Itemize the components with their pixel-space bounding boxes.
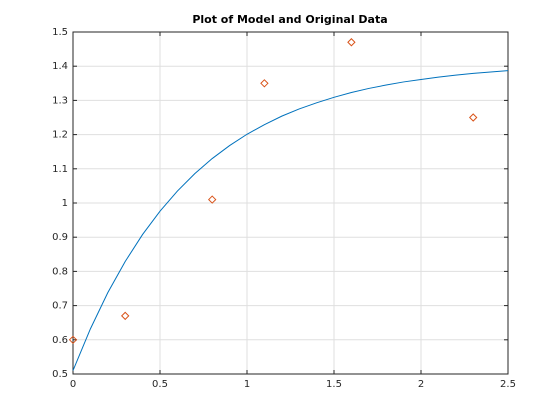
- model-line: [72, 70, 509, 371]
- x-tick-label: 1: [244, 379, 250, 390]
- x-tick-label: 0.5: [152, 379, 168, 390]
- y-tick-label: 0.5: [52, 369, 68, 380]
- data-point: [120, 311, 130, 321]
- y-tick-label: 1.3: [52, 95, 68, 106]
- data-point: [260, 79, 269, 88]
- chart-title: Plot of Model and Original Data: [192, 13, 387, 26]
- plot-frame: [72, 31, 509, 375]
- x-tick-label: 2.5: [500, 379, 516, 390]
- y-tick-label: 1: [62, 198, 68, 209]
- y-tick-label: 1.4: [52, 61, 68, 72]
- y-tick-label: 1.1: [52, 164, 68, 175]
- x-tick-label: 1.5: [326, 379, 342, 390]
- y-tick-label: 0.7: [52, 301, 68, 312]
- y-tick-label: 0.9: [52, 232, 68, 243]
- data-point: [468, 113, 478, 122]
- y-tick-label: 0.8: [52, 266, 68, 277]
- data-point: [68, 335, 78, 345]
- data-point: [207, 195, 217, 204]
- y-tick-label: 0.6: [52, 335, 68, 346]
- x-tick-label: 0: [70, 379, 76, 390]
- data-point: [347, 38, 356, 47]
- x-tick-label: 2: [418, 379, 424, 390]
- y-tick-label: 1.2: [52, 130, 68, 141]
- y-tick-label: 1.5: [52, 27, 68, 38]
